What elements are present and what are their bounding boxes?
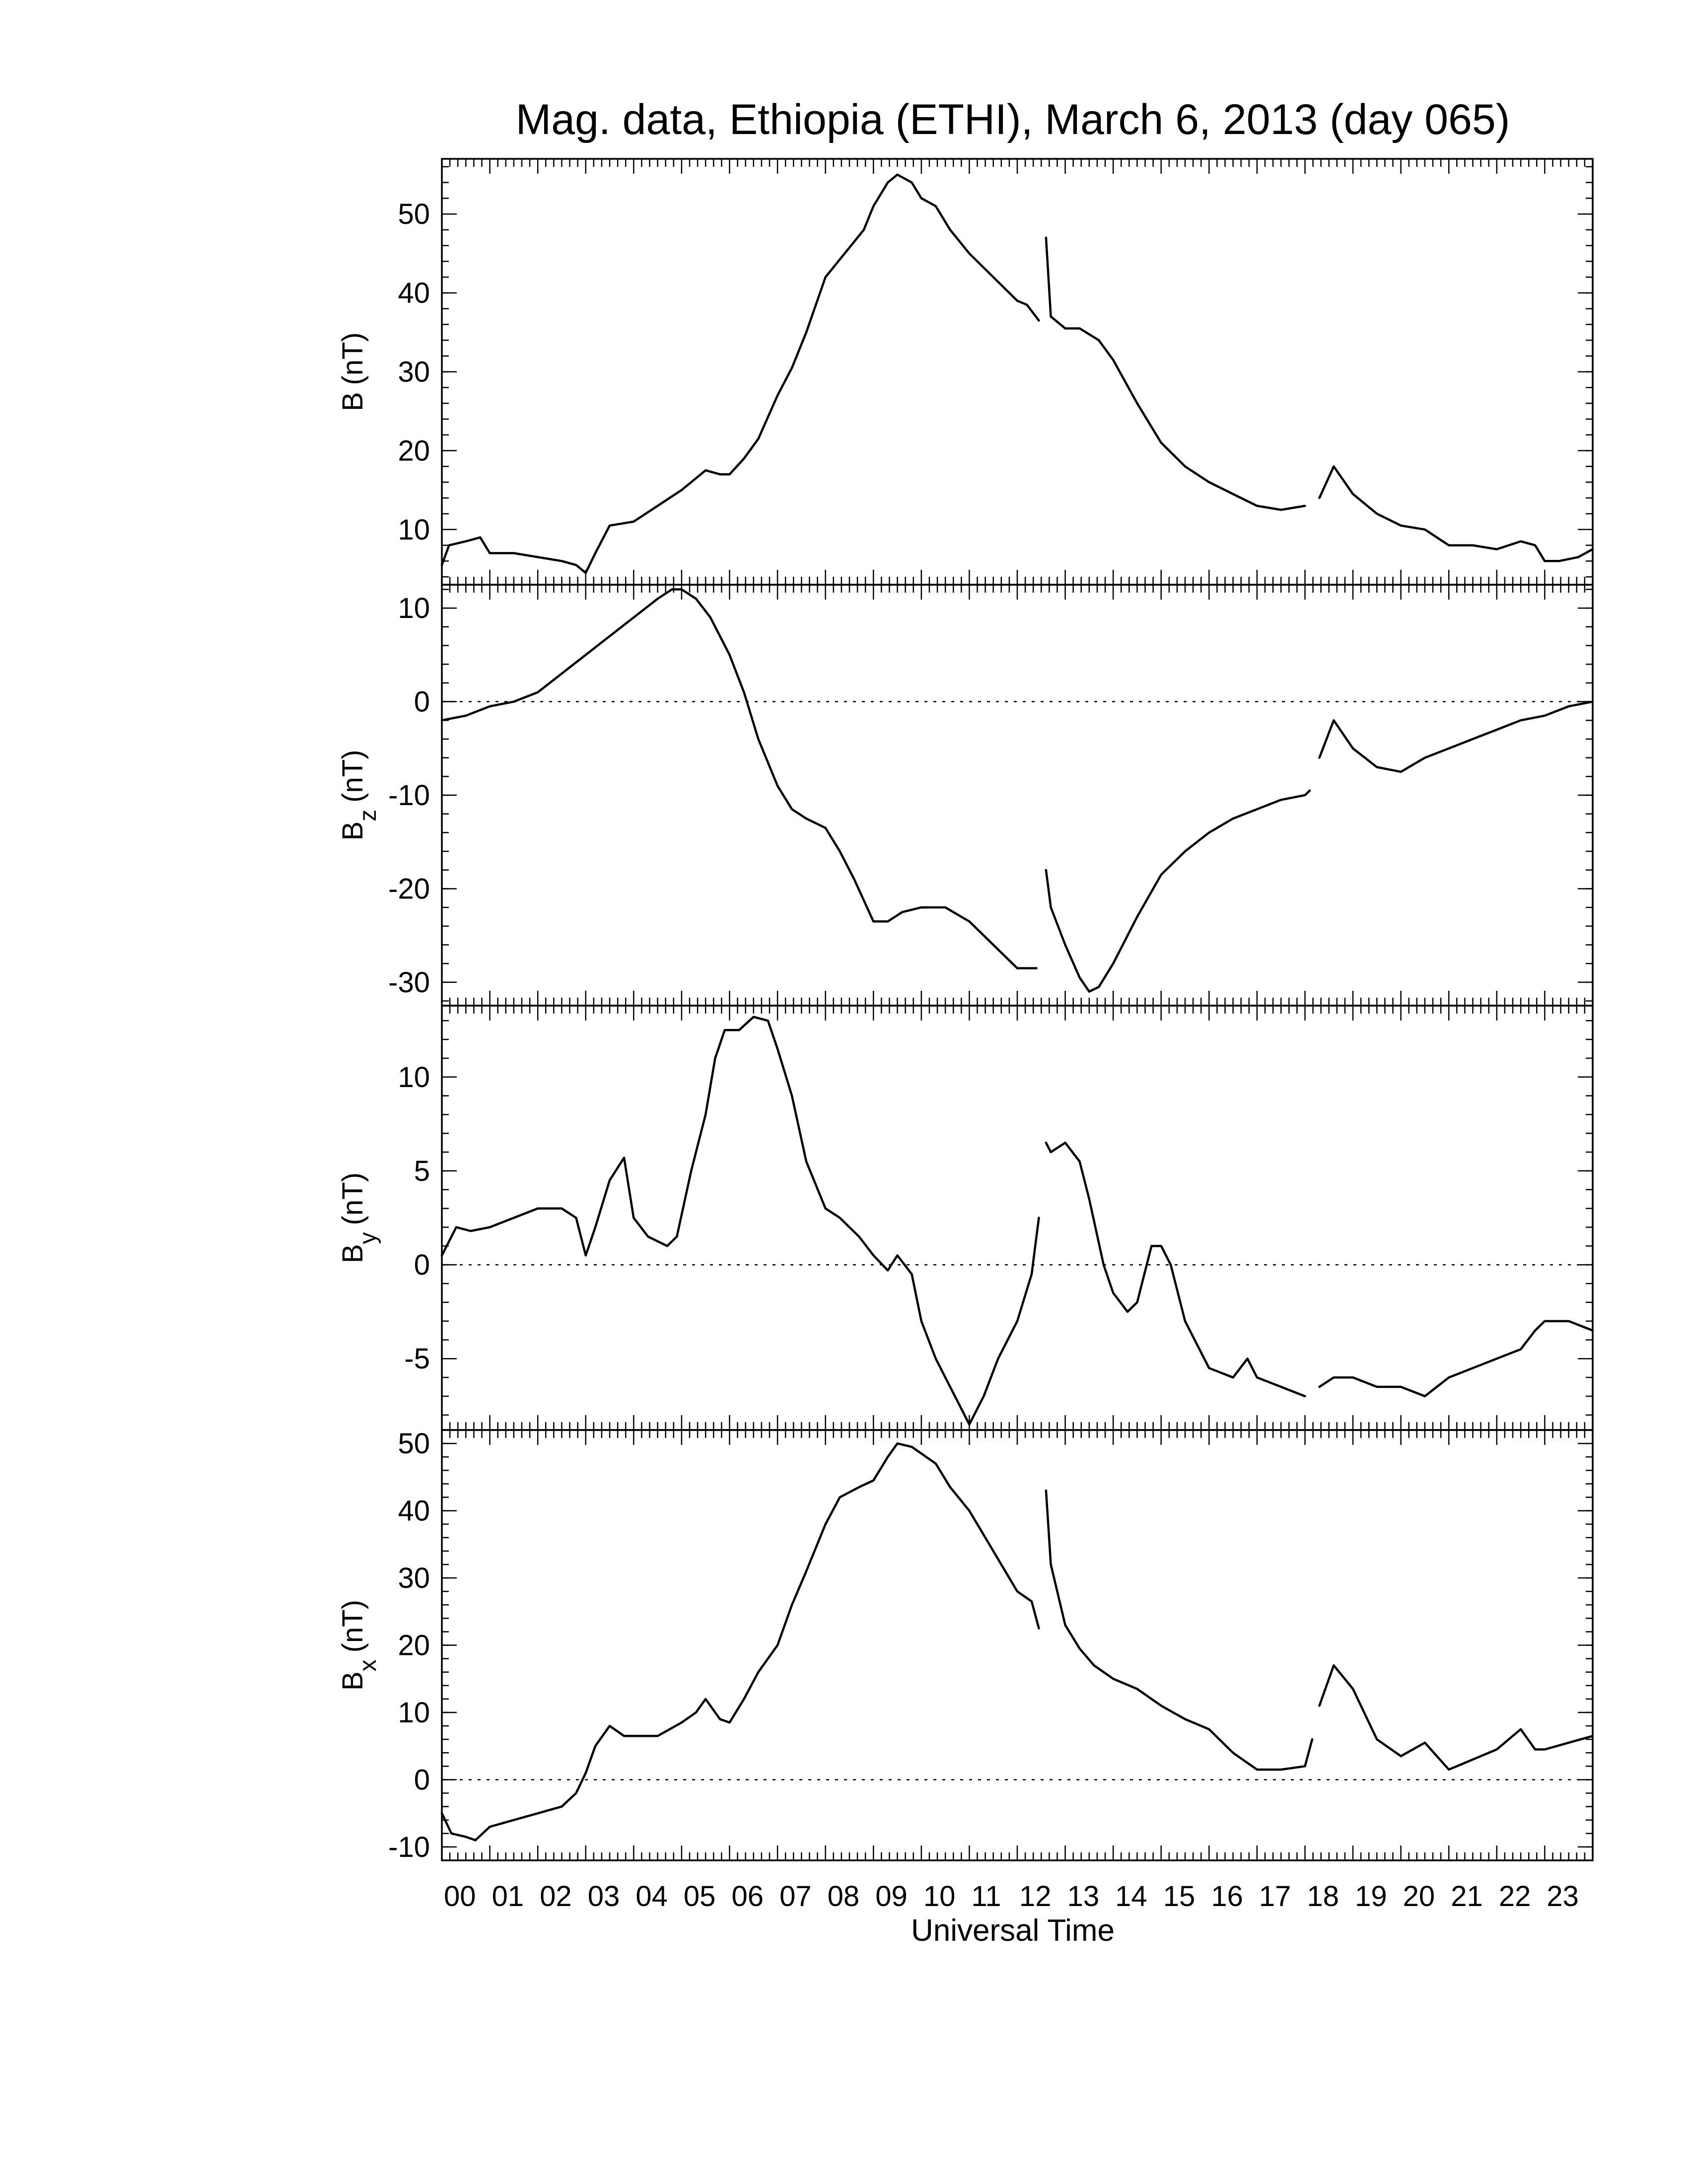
panel-by-y-axis-label: By(nT) (337, 1172, 381, 1263)
x-tick-label: 10 (923, 1880, 956, 1912)
panel-bz-y-tick-labels: -30 -20 -10 0 10 (388, 592, 430, 999)
x-tick-label: 04 (635, 1880, 668, 1912)
x-tick-label: 16 (1211, 1880, 1243, 1912)
x-axis-tick-labels: 00 01 02 03 04 05 06 07 08 09 10 11 12 13 14 15 16 17 18 19… (444, 1880, 1579, 1912)
panel-b-total-trace (1045, 236, 1306, 511)
panel-b-total-y-tick-labels: 10 20 30 40 50 (398, 198, 430, 546)
x-tick-label: 06 (732, 1880, 764, 1912)
x-tick-label: 15 (1163, 1880, 1196, 1912)
panel-b-total-y-axis-label: B(nT) (337, 332, 369, 411)
panel-bx: -10 0 10 20 30 40 50 Bx(nT) (337, 1428, 1594, 1863)
x-tick-label: 17 (1259, 1880, 1291, 1912)
x-tick-label: 22 (1499, 1880, 1531, 1912)
panel-bz-series (440, 588, 1594, 993)
panel-bz-y-tick-label: -30 (388, 966, 430, 999)
panel-b-total-series (440, 173, 1594, 574)
x-axis-label: Universal Time (911, 1913, 1115, 1948)
panel-by-ticks (441, 1006, 1594, 1430)
panel-bx-y-tick-label: 0 (414, 1764, 430, 1796)
x-tick-label: 01 (492, 1880, 524, 1912)
chart-title: Mag. data, Ethiopia (ETHI), March 6, 201… (516, 96, 1510, 143)
panel-b-total-y-tick-label: 20 (398, 435, 430, 467)
x-tick-label: 12 (1019, 1880, 1052, 1912)
panel-by-y-tick-labels: -5 0 5 10 (398, 1061, 430, 1375)
x-tick-label: 08 (828, 1880, 860, 1912)
panel-by-y-tick-label: -5 (404, 1343, 430, 1375)
panel-bz-trace (440, 588, 1038, 969)
x-tick-label: 23 (1547, 1880, 1579, 1912)
panel-b-total-y-tick-label: 50 (398, 198, 430, 230)
x-tick-label: 03 (588, 1880, 620, 1912)
panel-b-total-trace (1318, 465, 1594, 562)
panel-by: -5 0 5 10 By(nT) (337, 1005, 1594, 1431)
panel-bx-y-tick-label: 50 (398, 1428, 430, 1460)
panel-bz-y-tick-label: -20 (388, 873, 430, 905)
x-tick-label: 02 (540, 1880, 572, 1912)
panel-bz-y-axis-label: Bz(nT) (337, 750, 381, 840)
panel-b-total-y-tick-label: 10 (398, 514, 430, 546)
x-tick-label: 20 (1403, 1880, 1435, 1912)
x-tick-label: 13 (1067, 1880, 1100, 1912)
panel-bx-ticks (441, 1429, 1594, 1861)
panel-bz-y-tick-label: 0 (414, 686, 430, 718)
panel-bx-frame (441, 1429, 1594, 1861)
panel-bx-y-tick-label: 20 (398, 1630, 430, 1662)
panel-bz-y-tick-label: -10 (388, 779, 430, 812)
panel-by-y-tick-label: 5 (414, 1155, 430, 1187)
panel-bx-y-axis-label: Bx(nT) (337, 1600, 381, 1691)
panel-b-total-ticks (441, 159, 1594, 585)
panel-by-frame (441, 1005, 1594, 1431)
panel-bx-y-tick-label: 30 (398, 1562, 430, 1594)
x-tick-label: 00 (444, 1880, 476, 1912)
x-tick-label: 21 (1451, 1880, 1483, 1912)
panel-b-total-y-tick-label: 40 (398, 277, 430, 309)
panel-b-total-frame (441, 158, 1594, 586)
panel-bx-trace (1045, 1489, 1314, 1771)
x-tick-label: 07 (779, 1880, 812, 1912)
panel-bx-y-tick-label: 10 (398, 1697, 430, 1729)
panel-bx-trace (1318, 1664, 1594, 1771)
panel-bx-y-tick-label: -10 (388, 1831, 430, 1863)
panel-b-total: 10 20 30 40 50 B(nT) (337, 158, 1594, 586)
panel-bx-y-tick-label: 40 (398, 1495, 430, 1527)
panel-b-total-y-tick-label: 30 (398, 356, 430, 388)
panel-by-y-tick-label: 0 (414, 1249, 430, 1281)
panel-bx-series (440, 1442, 1594, 1842)
panel-bz-ticks (441, 585, 1594, 1006)
panel-bz-trace (1045, 789, 1311, 993)
panel-by-trace (440, 1016, 1040, 1426)
panel-b-total-trace (440, 173, 1040, 574)
x-tick-label: 05 (684, 1880, 716, 1912)
x-tick-label: 18 (1307, 1880, 1339, 1912)
x-tick-label: 14 (1115, 1880, 1147, 1912)
panel-bz-frame (441, 584, 1594, 1007)
panel-by-series (440, 1016, 1594, 1426)
panel-by-trace (1045, 1141, 1306, 1398)
panel-bx-y-tick-labels: -10 0 10 20 30 40 50 (388, 1428, 430, 1863)
panel-bz: -30 -20 -10 0 10 Bz(nT) (337, 584, 1594, 1007)
panel-bz-y-tick-label: 10 (398, 592, 430, 624)
panel-by-y-tick-label: 10 (398, 1061, 430, 1093)
panel-by-trace (1318, 1320, 1594, 1398)
panel-bx-trace (440, 1442, 1040, 1842)
x-tick-label: 11 (971, 1880, 1001, 1912)
panel-bz-trace (1318, 700, 1594, 773)
x-tick-label: 09 (875, 1880, 908, 1912)
x-tick-label: 19 (1355, 1880, 1387, 1912)
